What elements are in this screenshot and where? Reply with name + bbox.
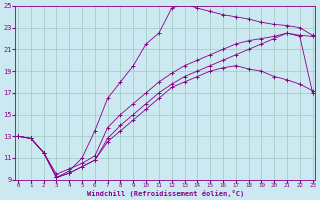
X-axis label: Windchill (Refroidissement éolien,°C): Windchill (Refroidissement éolien,°C) xyxy=(87,190,244,197)
